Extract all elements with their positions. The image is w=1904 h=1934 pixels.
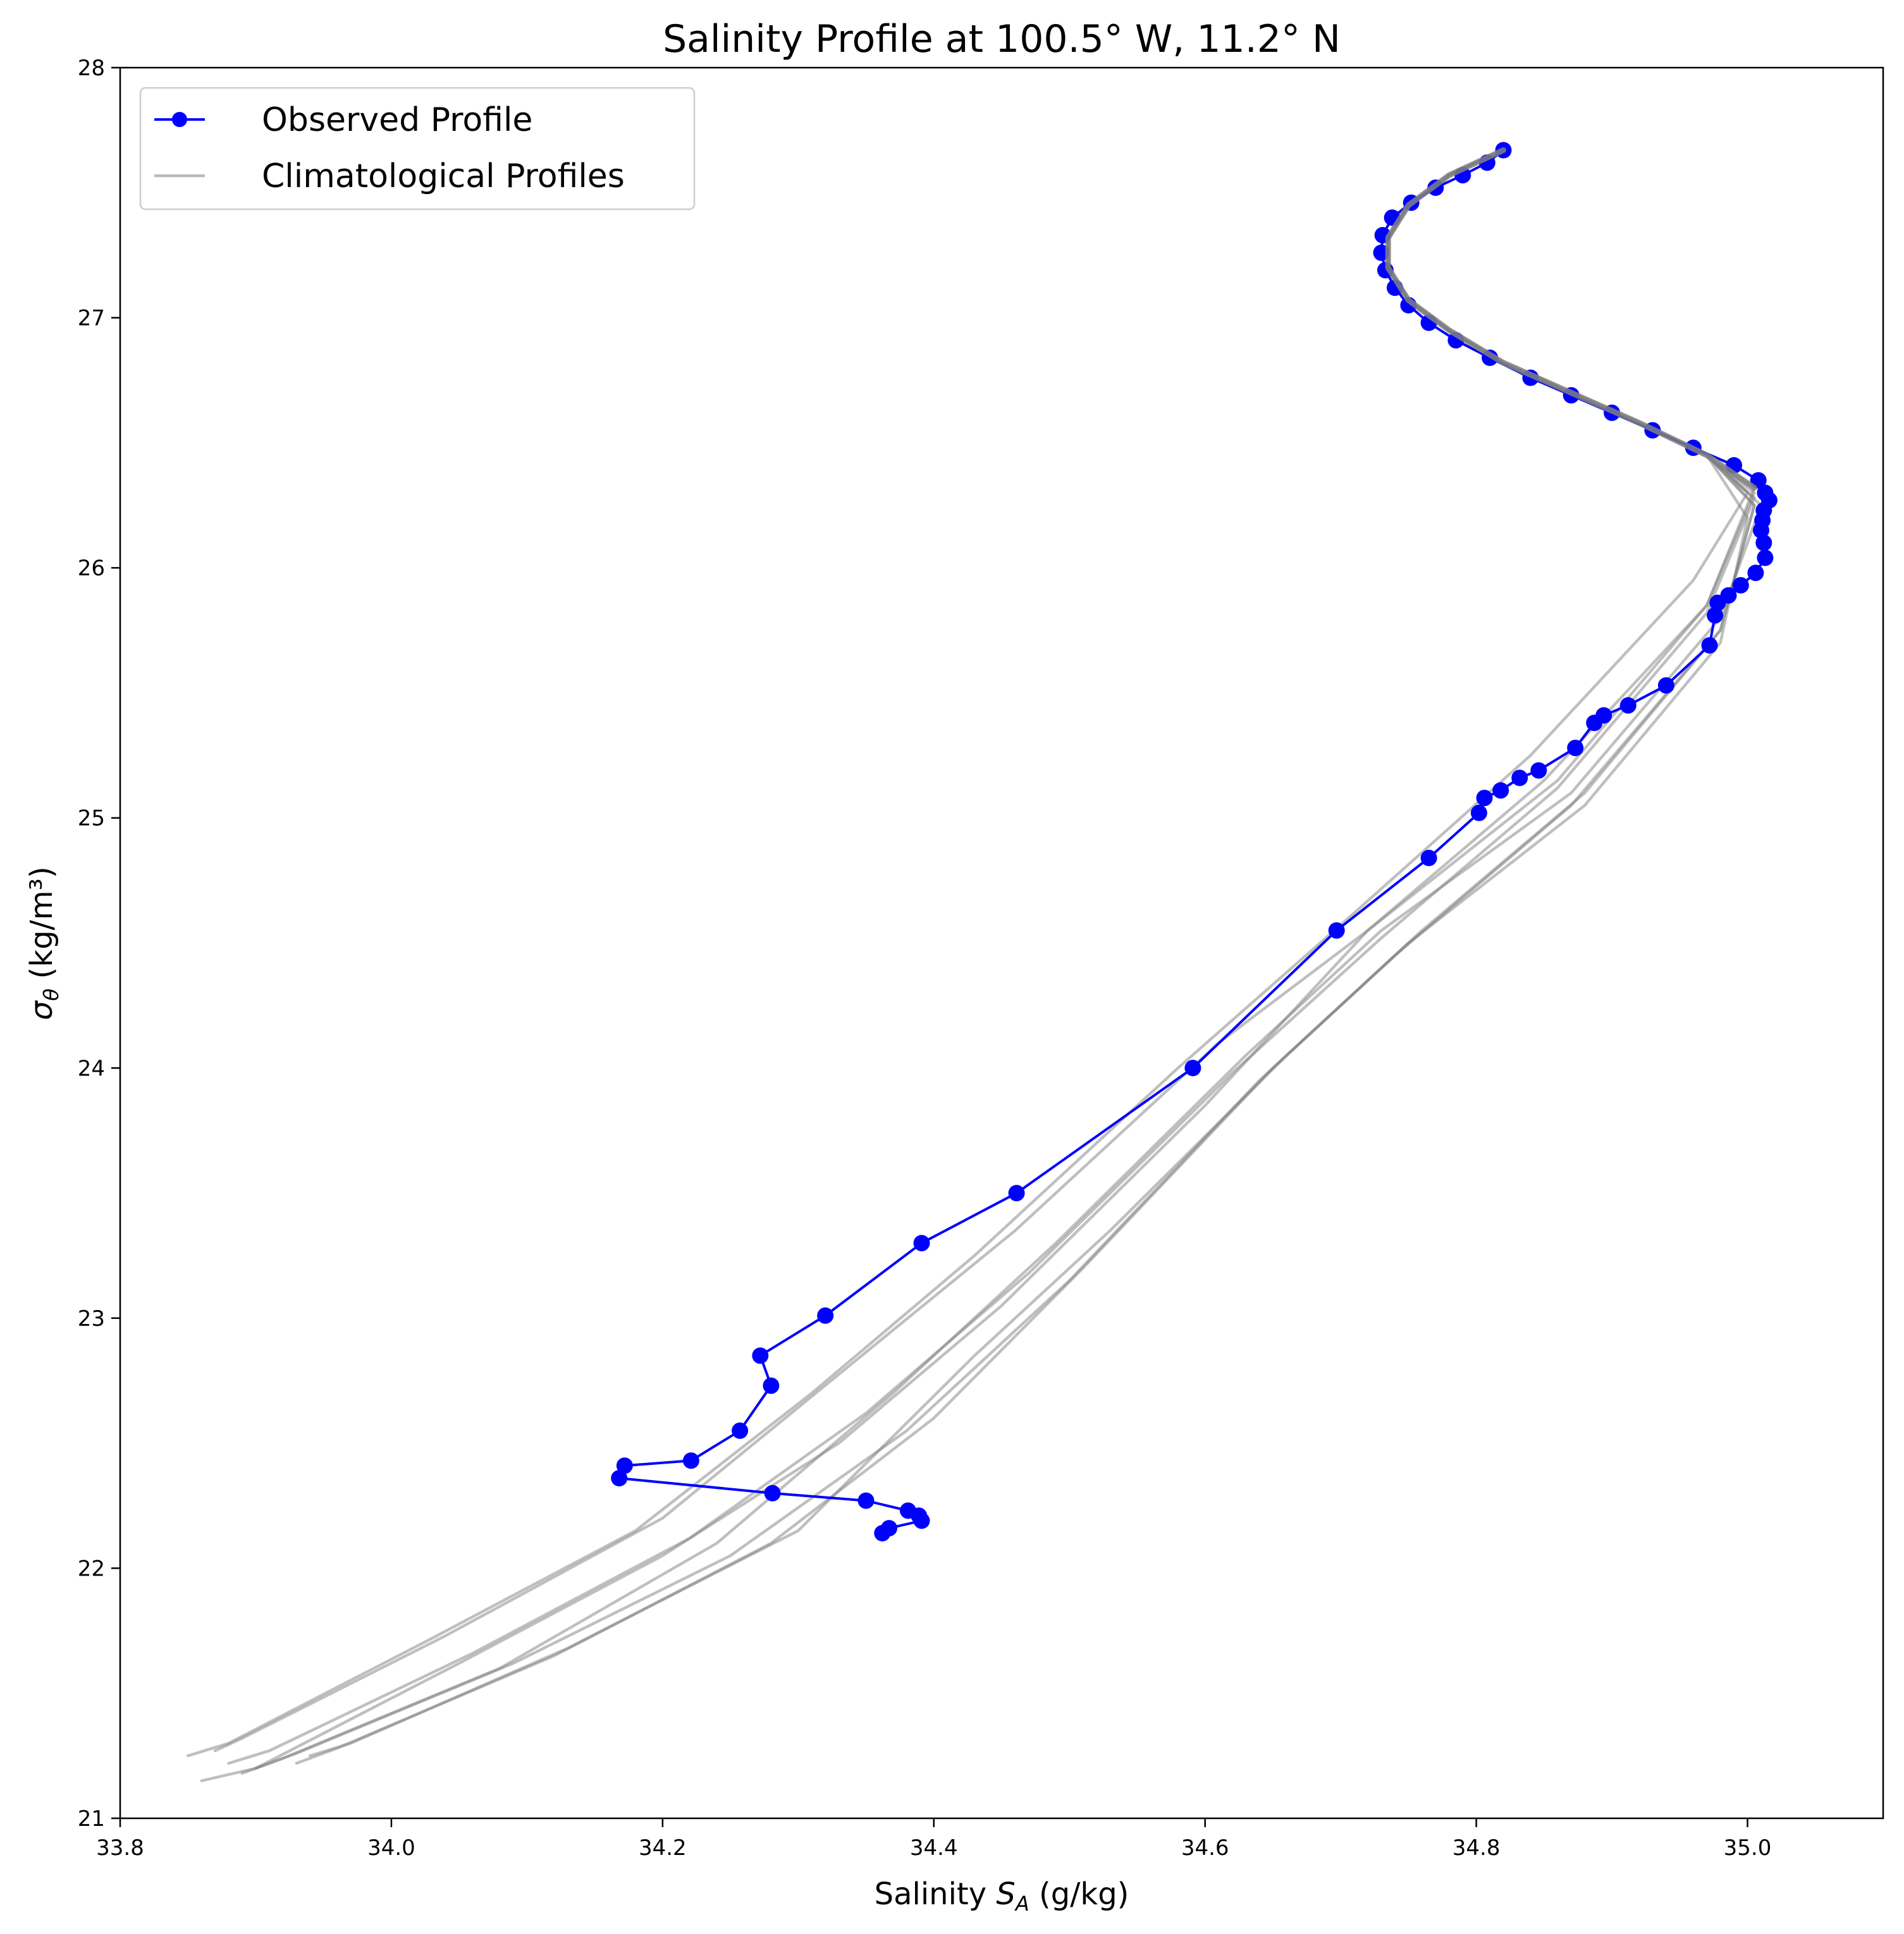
y-axis-ticks: 21 22 23 24 25 26 27 28: [78, 56, 120, 1832]
x-tick-label: 34.0: [367, 1835, 415, 1861]
y-axis-label: σθ (kg/m³): [24, 866, 63, 1020]
y-tick-label: 28: [78, 56, 105, 81]
observed-point: [1595, 707, 1612, 724]
legend-frame: [139, 87, 696, 211]
observed-point: [1657, 677, 1674, 694]
x-axis-ticks: 33.8 34.0 34.2 34.4 34.6 34.8 35.0: [96, 1818, 1771, 1861]
legend-observed-marker: [172, 112, 187, 127]
observed-point: [1701, 637, 1718, 654]
legend-climatology-label: Climatological Profiles: [262, 157, 625, 195]
legend-observed-label: Observed Profile: [262, 101, 532, 139]
observed-point: [913, 1235, 930, 1252]
observed-point: [1530, 762, 1547, 779]
observed-point: [1008, 1185, 1025, 1202]
observed-point: [1732, 577, 1749, 594]
observed-point: [1328, 922, 1345, 939]
x-tick-label: 34.6: [1181, 1835, 1229, 1861]
climatology-lines: [186, 149, 1763, 1782]
x-tick-label: 34.4: [910, 1835, 958, 1861]
y-tick-label: 25: [78, 806, 105, 831]
climatology-line-3: [213, 149, 1756, 1753]
observed-point: [752, 1347, 769, 1364]
observed-point: [1567, 740, 1584, 756]
observed-point: [1184, 1060, 1201, 1077]
observed-point: [1707, 607, 1724, 624]
observed-point: [857, 1492, 875, 1509]
observed-point: [1470, 804, 1487, 821]
climatology-line-5: [254, 149, 1756, 1770]
observed-point: [1492, 782, 1509, 799]
y-tick-label: 21: [78, 1806, 105, 1832]
climatology-line-1: [200, 149, 1756, 1782]
observed-point: [1511, 769, 1528, 786]
chart-title: Salinity Profile at 100.5° W, 11.2° N: [663, 17, 1341, 61]
observed-point: [1420, 850, 1437, 866]
observed-point: [1619, 697, 1637, 714]
observed-point: [1747, 565, 1764, 582]
observed-point: [763, 1377, 780, 1394]
observed-point: [1755, 534, 1772, 551]
y-tick-label: 22: [78, 1556, 105, 1581]
observed-profile-line: [618, 149, 1771, 1534]
x-tick-label: 33.8: [96, 1835, 144, 1861]
climatology-line-2: [186, 149, 1749, 1758]
climatology-line-4: [240, 149, 1763, 1775]
climatology-line-6: [295, 149, 1749, 1765]
x-tick-label: 35.0: [1724, 1835, 1772, 1861]
y-tick-label: 27: [78, 306, 105, 331]
observed-point: [1757, 549, 1774, 566]
climatology-line-8: [227, 149, 1756, 1765]
observed-point: [616, 1457, 633, 1474]
observed-point: [764, 1484, 781, 1502]
observed-point: [1720, 587, 1737, 604]
observed-point: [881, 1520, 897, 1537]
y-tick-label: 23: [78, 1306, 105, 1331]
plot-area-frame: [119, 66, 1884, 1820]
y-tick-label: 26: [78, 556, 105, 581]
observed-point: [682, 1452, 699, 1469]
observed-point: [1757, 484, 1774, 501]
climatology-overlay-line: [1385, 147, 1757, 491]
legend: Observed Profile Climatological Profiles: [139, 87, 696, 211]
observed-point: [1476, 790, 1493, 807]
x-axis-label: Salinity SA (g/kg): [875, 1876, 1129, 1916]
observed-point: [732, 1422, 749, 1439]
x-tick-label: 34.2: [639, 1835, 687, 1861]
y-tick-label: 24: [78, 1056, 105, 1081]
observed-point: [817, 1307, 834, 1324]
x-tick-label: 34.8: [1453, 1835, 1501, 1861]
climatology-line-7: [308, 149, 1756, 1758]
observed-point: [611, 1470, 628, 1486]
observed-series: [611, 142, 1778, 1541]
observed-point: [900, 1502, 916, 1519]
